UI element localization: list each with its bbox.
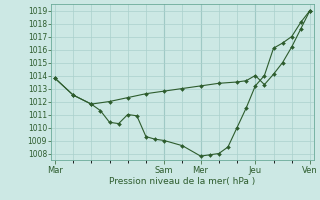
X-axis label: Pression niveau de la mer( hPa ): Pression niveau de la mer( hPa ) (109, 177, 256, 186)
